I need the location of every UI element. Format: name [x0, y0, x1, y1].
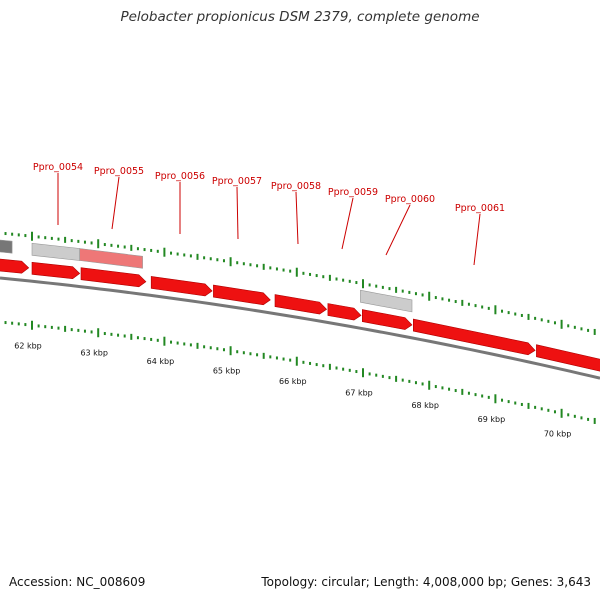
gene-label[interactable]: Ppro_0056 [155, 171, 205, 182]
reverse-gene-box[interactable] [360, 289, 413, 313]
forward-gene-arrow[interactable] [536, 344, 600, 372]
scale-labels: 62 kbp 63 kbp 64 kbp 65 kbp 66 kbp 67 kbp 68 k… [14, 341, 571, 438]
forward-gene-arrow[interactable] [327, 303, 362, 321]
outer-tick-track [4, 231, 596, 335]
gene-label[interactable]: Ppro_0054 [33, 162, 83, 173]
backbone-line [0, 276, 600, 380]
gene-label[interactable]: Ppro_0058 [271, 181, 321, 192]
forward-gene-arrow[interactable] [150, 276, 213, 297]
inner-tick-track [4, 320, 596, 424]
gene-label[interactable]: Ppro_0057 [212, 176, 262, 187]
forward-gene-arrow[interactable] [80, 267, 147, 288]
scale-label: 65 kbp [213, 367, 241, 376]
scale-label: 67 kbp [345, 389, 373, 398]
label-leaders [57, 173, 481, 266]
forward-gene-arrow[interactable] [213, 284, 271, 306]
gene-labels: Ppro_0054 Ppro_0055 Ppro_0056 Ppro_0057 Ppro… [33, 162, 505, 214]
reverse-gene-box[interactable] [0, 239, 13, 254]
scale-label: 66 kbp [279, 377, 307, 386]
label-leader-line [236, 186, 239, 240]
scale-label: 69 kbp [478, 415, 506, 424]
map-title: Pelobacter propionicus DSM 2379, complet… [120, 9, 480, 25]
label-leader-line [341, 197, 354, 250]
gene-label[interactable]: Ppro_0060 [385, 194, 435, 205]
scale-label: 70 kbp [544, 429, 572, 438]
reverse-gene-box[interactable] [31, 242, 80, 261]
forward-gene-arrow[interactable] [31, 261, 81, 280]
gene-label[interactable]: Ppro_0059 [328, 187, 378, 198]
label-leader-line [111, 176, 120, 230]
scale-label: 68 kbp [411, 401, 439, 410]
scale-label: 63 kbp [80, 349, 108, 358]
genome-backbone [0, 276, 600, 380]
forward-gene-arrow[interactable] [361, 309, 413, 330]
forward-gene-arrow[interactable] [274, 294, 328, 315]
gene-label[interactable]: Ppro_0061 [455, 203, 505, 214]
gene-track [0, 239, 600, 372]
label-leader-line [385, 204, 411, 256]
label-leader-line [295, 191, 299, 245]
accession-text: Accession: NC_008609 [9, 575, 146, 589]
scale-label: 62 kbp [14, 341, 42, 350]
forward-gene-arrow[interactable] [412, 318, 536, 356]
forward-gene-arrow[interactable] [0, 258, 30, 274]
reverse-gene-box[interactable] [79, 248, 143, 269]
scale-label: 64 kbp [147, 357, 175, 366]
label-leader-line [473, 213, 481, 266]
genome-summary-text: Topology: circular; Length: 4,008,000 bp… [261, 575, 591, 589]
gene-label[interactable]: Ppro_0055 [94, 166, 144, 177]
